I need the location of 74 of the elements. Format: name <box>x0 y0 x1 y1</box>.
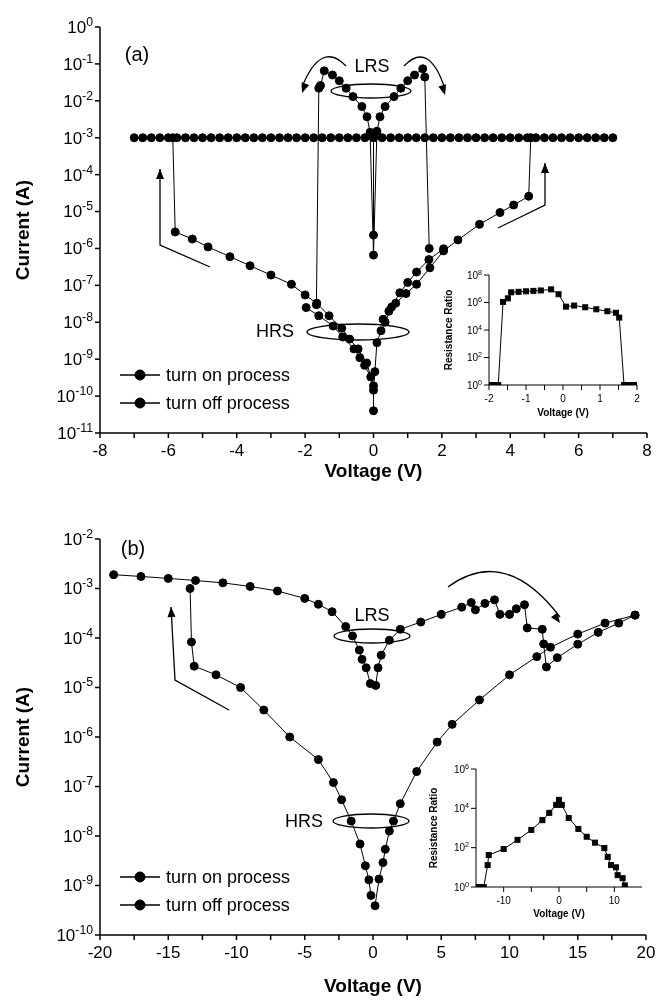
x-tick-label: -10 <box>224 943 249 963</box>
y-tick-label: 10$^{2}$ <box>453 839 469 854</box>
y-tick-label: 10$^{-4}$ <box>63 625 94 648</box>
annotation: LRS <box>354 605 390 625</box>
y-tick-label: 10$^{0}$ <box>466 377 482 391</box>
y-tick-label: 10$^{-9}$ <box>63 347 94 370</box>
x-axis-title: Voltage (V) <box>537 406 589 418</box>
x-tick-label: -2 <box>297 441 313 461</box>
x-tick-label: 20 <box>636 943 656 963</box>
annotation: HRS <box>255 321 295 341</box>
y-tick-label: 10$^{0}$ <box>453 879 469 893</box>
x-tick-label: 8 <box>642 441 652 461</box>
y-tick-label: 10$^{-2}$ <box>63 526 94 549</box>
annotation: (a) <box>124 43 150 65</box>
x-tick-label: 0 <box>368 441 379 461</box>
y-axis-title: Resistance Ratio <box>427 787 439 869</box>
x-axis-title: Voltage (V) <box>533 907 585 919</box>
x-tick-label: 1 <box>597 392 604 404</box>
x-tick-label: -4 <box>229 441 245 461</box>
x-tick-label: 10 <box>608 894 621 906</box>
y-tick-label: 10$^{-6}$ <box>63 236 94 259</box>
x-tick-label: -20 <box>87 943 113 963</box>
x-tick-label: 0 <box>560 392 567 404</box>
x-tick-label: 6 <box>573 441 584 461</box>
y-tick-label: 10$^{-8}$ <box>63 823 94 846</box>
x-tick-label: 0 <box>368 943 378 963</box>
y-tick-label: 10$^{-5}$ <box>63 199 94 222</box>
y-axis-title: Current (A) <box>11 179 33 281</box>
y-tick-label: 10$^{-3}$ <box>63 125 94 148</box>
y-tick-label: 10$^{-7}$ <box>63 273 94 296</box>
annotation: (b) <box>120 537 146 559</box>
y-tick-label: 10$^{4}$ <box>466 322 482 336</box>
y-tick-label: 10$^{-10}$ <box>56 922 94 945</box>
x-tick-label: -2 <box>484 392 494 404</box>
x-axis-title: Voltage (V) <box>324 974 422 996</box>
x-tick-label: 15 <box>568 943 588 963</box>
y-tick-label: 10$^{-7}$ <box>63 774 94 797</box>
x-tick-label: 10 <box>500 943 519 963</box>
legend-label: turn on process <box>166 364 291 387</box>
legend-label: turn off process <box>166 392 290 415</box>
y-tick-label: 10$^{-3}$ <box>63 576 94 599</box>
x-tick-label: -8 <box>92 441 108 461</box>
y-tick-label: 10$^{-1}$ <box>63 51 94 74</box>
x-tick-label: 5 <box>436 943 446 963</box>
y-tick-label: 10$^{-9}$ <box>63 873 94 896</box>
x-tick-label: 2 <box>634 392 641 404</box>
y-tick-label: 10$^{-10}$ <box>56 384 94 407</box>
x-tick-label: -1 <box>521 392 531 404</box>
x-tick-label: -15 <box>155 943 181 963</box>
y-tick-label: 10$^{6}$ <box>453 761 469 775</box>
y-tick-label: 10$^{-4}$ <box>63 162 94 185</box>
x-tick-label: -5 <box>297 943 313 963</box>
y-tick-label: 10$^{6}$ <box>466 294 482 308</box>
y-tick-label: 10$^{-11}$ <box>57 420 94 443</box>
y-tick-label: 10$^{4}$ <box>453 800 469 814</box>
y-axis-title: Resistance Ratio <box>442 289 454 371</box>
x-axis-title: Voltage (V) <box>324 459 423 481</box>
y-tick-label: 10$^{8}$ <box>466 267 482 281</box>
y-tick-label: 10$^{-8}$ <box>63 310 94 333</box>
legend-label: turn on process <box>166 866 291 889</box>
y-tick-label: 10$^{-6}$ <box>63 724 94 747</box>
x-tick-label: 0 <box>556 894 563 906</box>
x-tick-label: 2 <box>437 441 447 461</box>
x-tick-label: -6 <box>160 441 176 461</box>
annotation: LRS <box>354 56 390 76</box>
y-tick-label: 10$^{-2}$ <box>63 88 94 111</box>
x-tick-label: -10 <box>496 894 512 906</box>
x-tick-label: 4 <box>505 441 515 461</box>
annotation: HRS <box>284 811 324 831</box>
y-tick-label: 10$^{2}$ <box>466 349 482 363</box>
y-tick-label: 10$^{-5}$ <box>63 675 94 698</box>
legend-label: turn off process <box>166 894 290 917</box>
y-axis-title: Current (A) <box>11 686 33 788</box>
y-tick-label: 10$^{0}$ <box>67 14 94 37</box>
